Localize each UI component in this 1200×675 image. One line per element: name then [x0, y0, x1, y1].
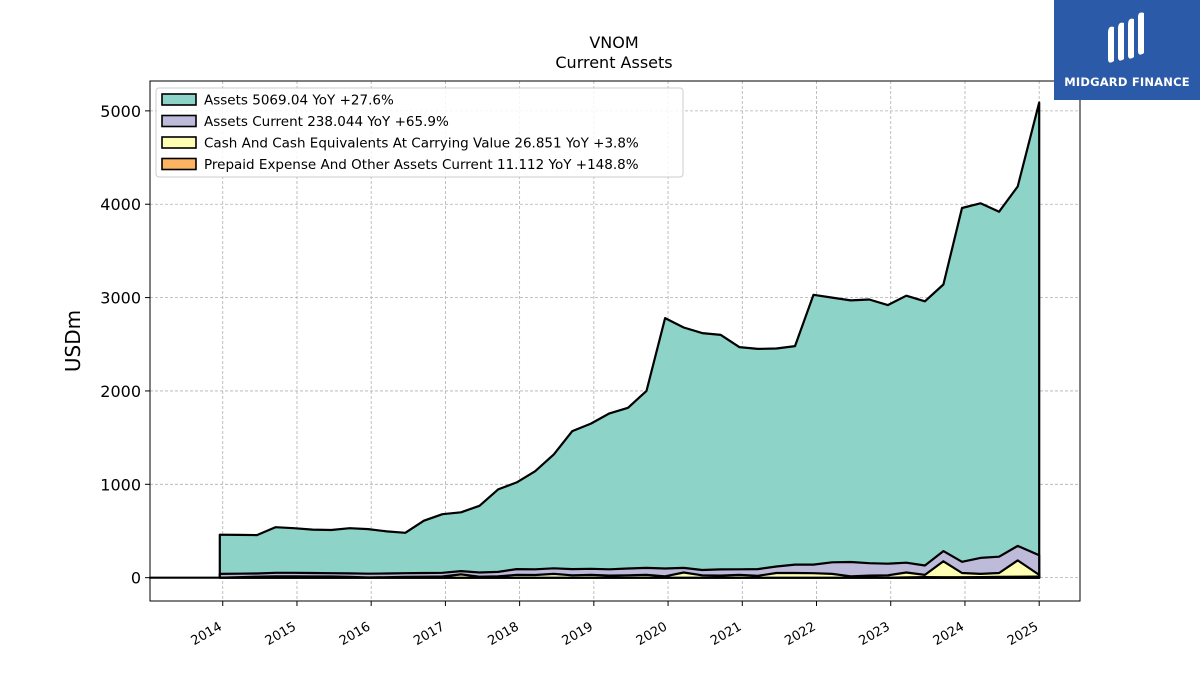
x-tick-label: 2022 — [782, 619, 818, 649]
legend-label-3: Prepaid Expense And Other Assets Current… — [204, 157, 639, 173]
x-tick-label: 2016 — [337, 619, 373, 649]
x-tick-label: 2024 — [931, 619, 967, 649]
x-tick-label: 2025 — [1005, 619, 1041, 649]
y-tick-label: 3000 — [100, 289, 141, 308]
y-axis-label: USDm — [61, 310, 85, 372]
legend-label-2: Cash And Cash Equivalents At Carrying Va… — [204, 136, 639, 152]
chart-title: VNOM — [589, 33, 638, 52]
chart-subtitle: Current Assets — [555, 53, 672, 72]
x-tick-label: 2018 — [485, 619, 521, 649]
x-axis: 2014 2015 2016 2017 2018 2019 2020 2021 2022 2023… — [189, 601, 1041, 649]
x-tick-label: 2020 — [634, 619, 670, 649]
series-area-2 — [148, 559, 1041, 579]
x-tick-label: 2023 — [857, 619, 893, 649]
legend-label-0: Assets 5069.04 YoY +27.6% — [204, 93, 394, 109]
legend-label-1: Assets Current 238.044 YoY +65.9% — [204, 114, 449, 130]
logo-brand-text: MIDGARD FINANCE — [1064, 75, 1190, 89]
legend-swatch-2 — [161, 136, 197, 149]
y-tick-label: 5000 — [100, 102, 141, 121]
y-tick-label: 4000 — [100, 195, 141, 214]
legend-box — [155, 87, 684, 178]
y-tick-label: 1000 — [100, 475, 141, 494]
y-axis: 0 1000 2000 3000 4000 5000 — [100, 102, 150, 588]
logo: MIDGARD FINANCE — [1054, 0, 1200, 100]
series-areas — [148, 101, 1041, 579]
plot-frame — [149, 80, 1081, 602]
legend-swatch-3 — [161, 157, 197, 171]
x-tick-label: 2019 — [560, 619, 596, 649]
x-tick-label: 2014 — [189, 619, 225, 649]
legend-swatch-0 — [161, 93, 197, 106]
x-tick-label: 2015 — [263, 619, 299, 649]
legend: Assets 5069.04 YoY +27.6% Assets Current … — [155, 87, 684, 178]
x-tick-label: 2021 — [708, 619, 744, 649]
series-area-0 — [218, 101, 1041, 579]
y-tick-label: 2000 — [100, 382, 141, 401]
series-area-1 — [218, 544, 1041, 579]
x-tick-label: 2017 — [411, 619, 447, 649]
series-area-3 — [886, 575, 1041, 579]
y-tick-label: 0 — [131, 569, 141, 588]
midgard-logo-icon — [1108, 12, 1144, 63]
legend-swatch-1 — [161, 114, 197, 128]
